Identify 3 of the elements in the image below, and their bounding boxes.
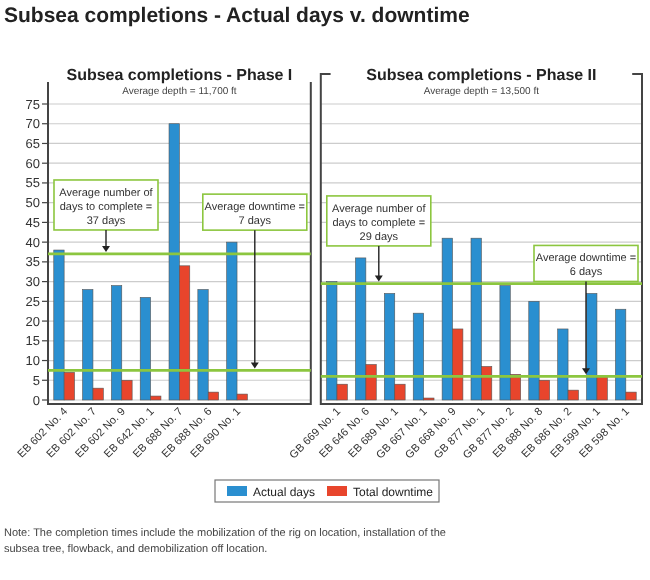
text: Subsea completions - Actual days v. downtime xyxy=(4,4,470,28)
chart-title: Subsea completions - Phase II xyxy=(366,66,597,84)
chart-title: Subsea completions - Phase I xyxy=(66,66,293,84)
